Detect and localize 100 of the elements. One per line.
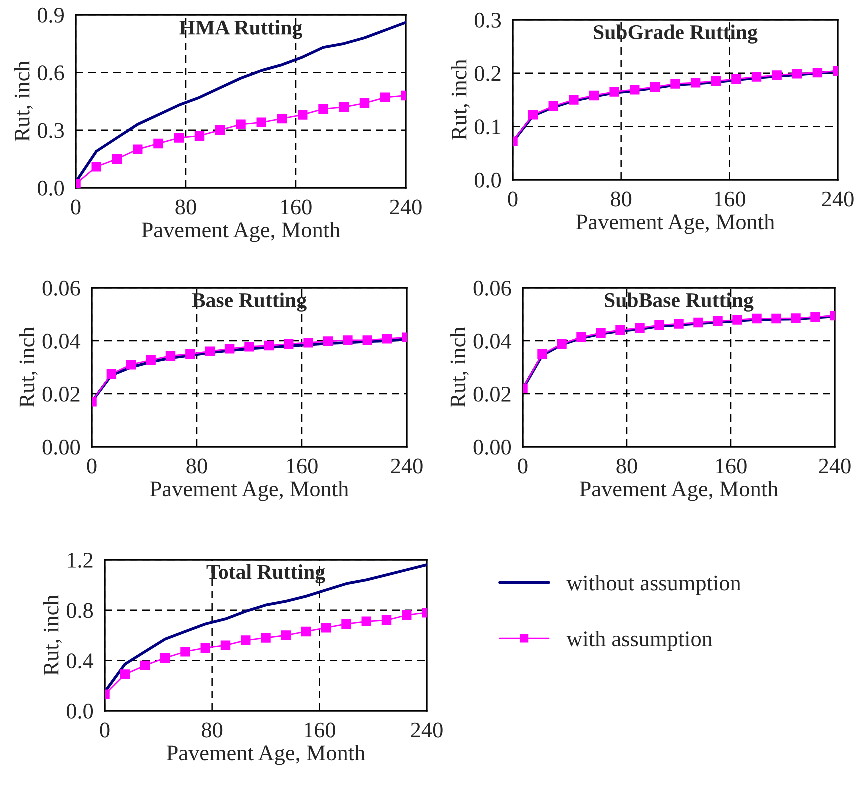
point	[339, 102, 349, 112]
point	[792, 69, 802, 79]
point	[180, 646, 190, 657]
y-tick-label: 1.2	[68, 552, 93, 568]
x-tick-label: 240	[822, 192, 854, 207]
point	[569, 95, 579, 105]
point	[810, 312, 820, 322]
point	[236, 120, 246, 130]
y-axis-title: Rut, inch	[43, 595, 62, 676]
point	[548, 102, 558, 112]
point	[635, 323, 645, 334]
point	[186, 349, 196, 360]
chart-title: SubBase Rutting	[605, 292, 754, 312]
x-tick-label: 240	[819, 458, 851, 474]
point	[133, 144, 143, 154]
x-tick-label: 0	[100, 722, 110, 738]
point	[382, 616, 392, 626]
y-tick-label: 0.9	[38, 8, 64, 24]
legend-label: with assumption	[566, 630, 713, 652]
x-axis-title: Pavement Age, Month	[150, 481, 349, 502]
y-axis-title: Rut, inch	[450, 327, 469, 408]
point	[732, 315, 742, 325]
point	[318, 104, 328, 114]
y-tick-label: 0.02	[42, 386, 80, 402]
chart-title: SubGrade Rutting	[594, 24, 758, 44]
point	[120, 670, 130, 680]
x-tick-label: 160	[716, 458, 747, 474]
y-tick-label: 0.6	[38, 66, 64, 81]
y-axis-title: Rut, inch	[19, 327, 38, 408]
point	[301, 626, 312, 637]
point	[256, 118, 266, 128]
x-tick-label: 80	[611, 192, 632, 207]
point	[616, 325, 626, 335]
point	[380, 92, 390, 103]
x-tick-label: 80	[616, 458, 638, 474]
point	[220, 640, 231, 650]
point	[610, 87, 620, 97]
point	[298, 110, 308, 120]
point	[538, 349, 548, 360]
point	[674, 319, 684, 329]
x-tick-label: 160	[304, 722, 336, 738]
point	[304, 338, 314, 348]
y-tick-label: 0.8	[66, 603, 94, 618]
point	[690, 78, 701, 88]
point	[174, 133, 184, 143]
point	[216, 125, 226, 136]
point	[343, 336, 353, 346]
y-axis-title: Rut, inch	[451, 60, 470, 140]
x-tick-label: 0	[87, 458, 97, 474]
point	[362, 616, 372, 627]
x-tick-label: 80	[186, 458, 208, 474]
point	[112, 154, 122, 164]
x-tick-label: 0	[508, 192, 518, 207]
y-tick-label: 0.06	[474, 280, 512, 296]
point	[360, 98, 370, 108]
x-tick-label: 0	[518, 458, 528, 474]
point	[92, 162, 102, 172]
x-tick-label: 240	[411, 722, 443, 738]
point	[284, 339, 294, 350]
point	[205, 346, 215, 356]
point	[557, 339, 567, 350]
point	[244, 342, 254, 352]
y-tick-label: 0.00	[42, 440, 80, 456]
point	[362, 336, 372, 346]
x-tick-label: 160	[714, 192, 746, 207]
point	[342, 619, 352, 630]
point	[241, 636, 251, 646]
point	[772, 70, 782, 80]
x-axis-title: Pavement Age, Month	[166, 745, 366, 766]
y-tick-label: 0.3	[38, 123, 64, 138]
point	[140, 660, 150, 671]
point	[146, 355, 156, 366]
point	[528, 110, 538, 120]
point	[154, 138, 164, 149]
legend-label: without assumption	[566, 575, 742, 596]
point	[402, 610, 412, 620]
x-tick-label: 0	[71, 200, 81, 215]
point	[166, 351, 176, 361]
x-tick-label: 80	[202, 722, 223, 738]
point	[281, 630, 291, 640]
point	[160, 653, 170, 664]
point	[589, 90, 600, 101]
chart-title: Total Rutting	[206, 564, 326, 584]
y-tick-label: 0.04	[474, 334, 512, 350]
x-tick-label: 240	[391, 458, 423, 474]
point	[654, 320, 664, 330]
y-tick-label: 0.3	[474, 12, 502, 28]
point	[752, 314, 762, 324]
point	[732, 74, 742, 84]
x-tick-label: 160	[281, 200, 312, 215]
point	[264, 340, 274, 351]
point	[322, 623, 332, 633]
point	[200, 643, 210, 653]
x-axis-title: Pavement Age, Month	[580, 481, 778, 502]
x-tick-label: 240	[390, 200, 422, 215]
y-tick-label: 0.2	[474, 66, 501, 82]
y-tick-label: 0.1	[474, 120, 501, 135]
point	[713, 316, 723, 326]
y-tick-label: 0.0	[66, 704, 94, 720]
point	[261, 633, 271, 643]
